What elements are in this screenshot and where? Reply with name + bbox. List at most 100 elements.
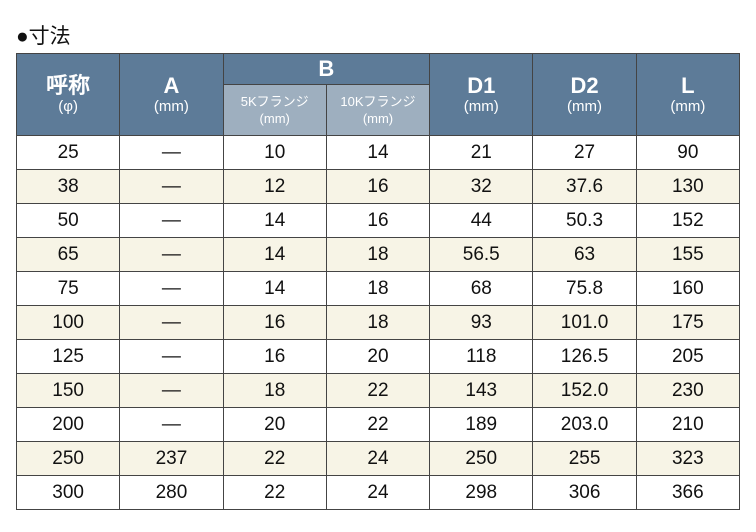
- header-label: A: [163, 72, 180, 98]
- table-cell: 50: [15, 203, 121, 238]
- table-cell: 16: [222, 305, 327, 340]
- header-label: 呼称: [46, 72, 91, 98]
- table-cell: —: [119, 135, 224, 170]
- table-cell: 18: [222, 373, 327, 408]
- table-cell: 25: [15, 135, 121, 170]
- table-cell: 20: [325, 339, 431, 374]
- table-cell: 20: [222, 407, 327, 442]
- dimensions-table: 呼称 (φ) A (mm) B D1 (mm) D2 (mm) L (mm) 5Kフランジ…: [15, 53, 741, 510]
- table-cell: 255: [532, 441, 637, 476]
- table-row: 50—14 16 44 50.3 152: [15, 203, 741, 238]
- table-cell: 130: [635, 169, 741, 204]
- table-cell: —: [119, 373, 224, 408]
- table-cell: 150: [15, 373, 121, 408]
- table-cell: 16: [325, 169, 431, 204]
- table-cell: 101.0: [532, 305, 637, 340]
- table-cell: 126.5: [532, 339, 637, 374]
- header-unit: (mm): [670, 97, 706, 115]
- header-unit: (mm): [153, 97, 189, 115]
- table-cell: 65: [15, 237, 121, 272]
- header-nominal: 呼称 (φ): [15, 53, 121, 136]
- table-cell: 230: [635, 373, 741, 408]
- table-row: 200—20 22 189 203.0 210: [15, 407, 741, 442]
- table-cell: 24: [325, 475, 431, 510]
- table-cell: 210: [635, 407, 741, 442]
- table-cell: 38: [15, 169, 121, 204]
- table-cell: —: [119, 203, 224, 238]
- table-cell: 237: [119, 441, 224, 476]
- table-cell: 44: [429, 203, 534, 238]
- table-cell: 37.6: [532, 169, 637, 204]
- table-cell: 152: [635, 203, 741, 238]
- table-cell: 125: [15, 339, 121, 374]
- header-unit: (mm): [362, 111, 394, 126]
- table-cell: 24: [325, 441, 431, 476]
- table-cell: 298: [429, 475, 534, 510]
- table-cell: 22: [325, 373, 431, 408]
- table-cell: 250: [15, 441, 121, 476]
- table-cell: 16: [325, 203, 431, 238]
- table-cell: 100: [15, 305, 121, 340]
- header-d2: D2 (mm): [532, 53, 637, 136]
- table-cell: 306: [532, 475, 637, 510]
- table-cell: 21: [429, 135, 534, 170]
- table-cell: 90: [635, 135, 741, 170]
- table-cell: 12: [222, 169, 327, 204]
- table-cell: 18: [325, 237, 431, 272]
- header-unit: (mm): [259, 111, 290, 126]
- table-cell: 14: [325, 135, 431, 170]
- table-cell: 93: [429, 305, 534, 340]
- table-cell: 143: [429, 373, 534, 408]
- table-row: 25—10 14 21 27 90: [15, 135, 741, 170]
- header-d1: D1 (mm): [429, 53, 534, 136]
- table-cell: 32: [429, 169, 534, 204]
- table-row: 65—14 18 56.5 63 155: [15, 237, 741, 272]
- header-b-5k: 5Kフランジ (mm): [222, 84, 327, 136]
- table-cell: 205: [635, 339, 741, 374]
- table-cell: 22: [222, 475, 327, 510]
- header-label: 5Kフランジ: [240, 94, 309, 109]
- table-cell: —: [119, 305, 224, 340]
- table-cell: 22: [325, 407, 431, 442]
- header-label: L: [681, 72, 695, 98]
- table-cell: —: [119, 169, 224, 204]
- table-cell: 56.5: [429, 237, 534, 272]
- table-cell: 152.0: [532, 373, 637, 408]
- table-cell: 50.3: [532, 203, 637, 238]
- header-b: B: [222, 53, 431, 85]
- table-cell: —: [119, 339, 224, 374]
- table-cell: 118: [429, 339, 534, 374]
- header-label: D2: [570, 72, 599, 98]
- header-label: 10Kフランジ: [340, 94, 416, 109]
- table-cell: 14: [222, 237, 327, 272]
- table-cell: 300: [15, 475, 121, 510]
- table-cell: 16: [222, 339, 327, 374]
- table-cell: —: [119, 271, 224, 306]
- table-cell: 250: [429, 441, 534, 476]
- header-b-10k: 10Kフランジ (mm): [325, 84, 431, 136]
- table-cell: 22: [222, 441, 327, 476]
- table-cell: 280: [119, 475, 224, 510]
- table-cell: 68: [429, 271, 534, 306]
- table-cell: 323: [635, 441, 741, 476]
- header-unit: (mm): [567, 97, 603, 115]
- table-cell: 18: [325, 271, 431, 306]
- header-label: D1: [467, 72, 496, 98]
- header-unit: (mm): [463, 97, 499, 115]
- table-cell: 14: [222, 271, 327, 306]
- table-cell: 18: [325, 305, 431, 340]
- table-row: 150—18 22 143 152.0 230: [15, 373, 741, 408]
- table-row: 100—16 18 93 101.0 175: [15, 305, 741, 340]
- table-cell: 160: [635, 271, 741, 306]
- table-cell: —: [119, 237, 224, 272]
- table-cell: 189: [429, 407, 534, 442]
- table-row: 300 280 22 24 298 306 366: [15, 475, 741, 510]
- section-title: ●寸法: [16, 25, 71, 48]
- table-cell: 155: [635, 237, 741, 272]
- table-cell: 63: [532, 237, 637, 272]
- header-a: A (mm): [119, 53, 224, 136]
- table-cell: —: [119, 407, 224, 442]
- table-cell: 200: [15, 407, 121, 442]
- table-row: 250 237 22 24 250 255 323: [15, 441, 741, 476]
- table-row: 125—16 20 118 126.5 205: [15, 339, 741, 374]
